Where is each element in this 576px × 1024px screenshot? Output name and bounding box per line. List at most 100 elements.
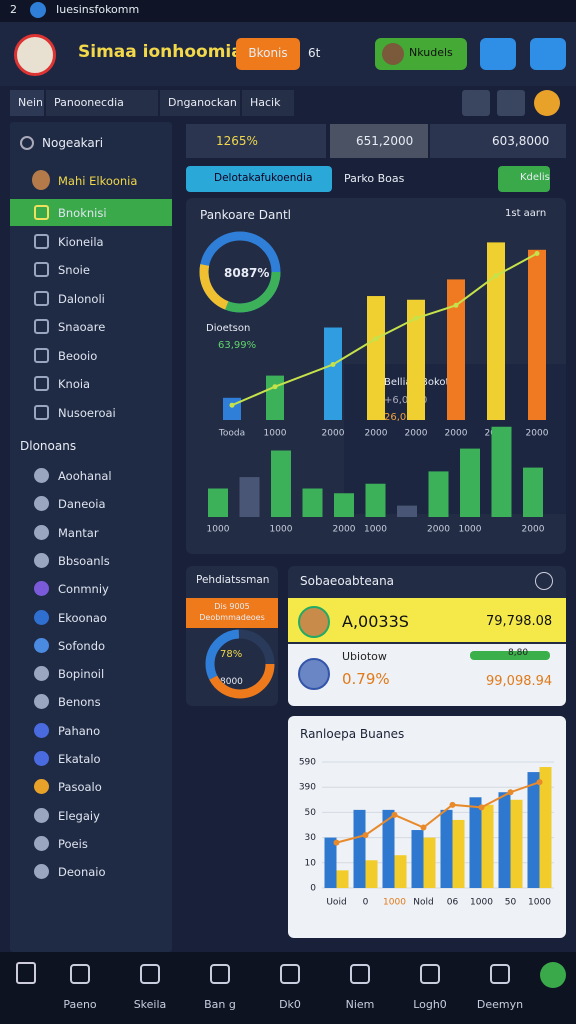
- app-title: Simaa ionhoomia: [78, 42, 243, 62]
- sidebar-heading: Nogeakari: [42, 136, 104, 150]
- sidebar-user[interactable]: Mahi Elkoonia: [58, 174, 138, 188]
- sidebar-item[interactable]: Beooio: [58, 348, 98, 363]
- status-time: 2: [10, 3, 17, 16]
- logo[interactable]: [14, 34, 56, 76]
- banner-line: Dis 9005: [214, 602, 250, 611]
- icon: [34, 404, 49, 420]
- row-pct: 0.79%: [342, 670, 390, 688]
- stat-box: 651,2000: [330, 124, 428, 158]
- filter-chip[interactable]: Delotakafukoendia: [186, 166, 332, 192]
- nav-label[interactable]: Dk0: [279, 998, 301, 1011]
- tab[interactable]: Nein: [10, 90, 44, 116]
- legend-item: Bellian Bokoteel: [384, 377, 465, 388]
- avatar: [298, 606, 330, 638]
- progress-bar: [470, 651, 550, 660]
- sidebar-item[interactable]: Ekatalo: [58, 752, 101, 766]
- nav-icon[interactable]: [16, 962, 36, 984]
- sidebar-item[interactable]: Aoohanal: [58, 469, 112, 483]
- nav-label[interactable]: Ban g: [204, 998, 236, 1011]
- nav-icon[interactable]: [540, 962, 566, 988]
- row-tag: 8,80: [508, 648, 529, 658]
- sidebar-item[interactable]: Sofondo: [58, 638, 106, 653]
- tab[interactable]: Dnganockan: [160, 90, 240, 116]
- icon: [34, 347, 49, 363]
- sidebar-item[interactable]: Daneoia: [58, 497, 106, 512]
- icon: [34, 262, 49, 277]
- legend-item: +6,0000: [384, 395, 428, 406]
- stat-box: 1265%: [186, 124, 326, 158]
- nav-label[interactable]: Niem: [345, 998, 375, 1011]
- icon: [34, 290, 49, 306]
- icon: [34, 694, 49, 710]
- icon: [34, 524, 49, 540]
- active-item: [10, 199, 172, 226]
- sidebar-item[interactable]: Kioneila: [58, 234, 104, 249]
- profile-avatar[interactable]: [534, 90, 560, 116]
- sidebar-item[interactable]: Bopinoil: [58, 667, 105, 682]
- nav-label[interactable]: Deemyn: [476, 998, 524, 1011]
- icon: [34, 496, 49, 512]
- icon: [34, 666, 49, 682]
- action-chip[interactable]: Kdelis: [498, 166, 550, 192]
- chat-button[interactable]: [480, 38, 516, 70]
- sidebar-item[interactable]: Dalonoli: [58, 291, 105, 306]
- nav-icon[interactable]: [280, 964, 300, 984]
- donut-caption: Dioetson: [206, 323, 251, 334]
- sidebar-item[interactable]: Snaoare: [58, 320, 106, 334]
- tab[interactable]: Hacik: [242, 90, 294, 116]
- sidebar-item[interactable]: Bbsoanls: [58, 553, 110, 568]
- nav-icon[interactable]: [350, 964, 370, 984]
- icon: [34, 864, 49, 880]
- search-chip[interactable]: Parko Boas: [344, 172, 405, 185]
- row-value: 99,098.94: [486, 674, 553, 689]
- sidebar-item[interactable]: Knoia: [58, 377, 91, 391]
- sidebar-item[interactable]: Pasoalo: [58, 780, 102, 795]
- sidebar-item[interactable]: Elegaiy: [58, 808, 100, 823]
- icon-button[interactable]: [497, 90, 525, 116]
- panel-period: 1st aarn: [505, 208, 547, 219]
- donut-sub: 63,99%: [218, 340, 257, 351]
- sidebar-item[interactable]: Benons: [58, 695, 101, 710]
- sidebar-item[interactable]: Mantar: [58, 525, 99, 540]
- sidebar-section[interactable]: Dlonoans: [20, 439, 77, 453]
- row-name: Ubiotow: [342, 650, 387, 663]
- nav-label[interactable]: Skeila: [133, 998, 167, 1011]
- nav-icon[interactable]: [70, 964, 90, 984]
- panel-title: Pankoare Dantl: [200, 208, 291, 222]
- icon: [34, 376, 49, 391]
- icon: [34, 722, 49, 738]
- nav-icon[interactable]: [420, 964, 440, 984]
- sidebar-item[interactable]: Poeis: [58, 836, 88, 851]
- sidebar-item[interactable]: Nusoeroai: [58, 405, 116, 420]
- donut-label: 8087%: [224, 266, 270, 280]
- sidebar-item[interactable]: Pahano: [58, 723, 101, 738]
- stat-box: 603,8000: [430, 124, 566, 158]
- info-icon[interactable]: [535, 572, 553, 590]
- sidebar-item[interactable]: Deonaio: [58, 865, 106, 880]
- nav-icon[interactable]: [140, 964, 160, 984]
- icon-button[interactable]: [462, 90, 490, 116]
- nav-icon[interactable]: [210, 964, 230, 984]
- card-banner: Dis 9005 Deobmmadeoes: [186, 598, 278, 628]
- sidebar-item[interactable]: Conmniy: [58, 582, 109, 597]
- sidebar-item[interactable]: Ekoonao: [58, 610, 107, 625]
- icon: [34, 581, 49, 597]
- icon: [34, 233, 49, 249]
- app-icon: [30, 2, 46, 18]
- search-button[interactable]: [530, 38, 566, 70]
- nav-label[interactable]: Paeno: [63, 998, 97, 1011]
- header-button[interactable]: Bkonis: [236, 38, 300, 70]
- icon: [34, 807, 49, 823]
- status-app: Iuesinsfokomm: [56, 3, 140, 16]
- card-title: Sobaeoabteana: [300, 574, 395, 588]
- row: [288, 598, 566, 642]
- avatar: [32, 170, 50, 190]
- nav-label[interactable]: Logh0: [413, 998, 447, 1011]
- chart-title: Ranloepa Buanes: [300, 727, 405, 741]
- nav-icon[interactable]: [490, 964, 510, 984]
- tab[interactable]: Panoonecdia: [46, 90, 158, 116]
- icon: [34, 751, 49, 766]
- sidebar-item[interactable]: Bnoknisi: [58, 206, 107, 220]
- sidebar-item[interactable]: Snoie: [58, 263, 90, 277]
